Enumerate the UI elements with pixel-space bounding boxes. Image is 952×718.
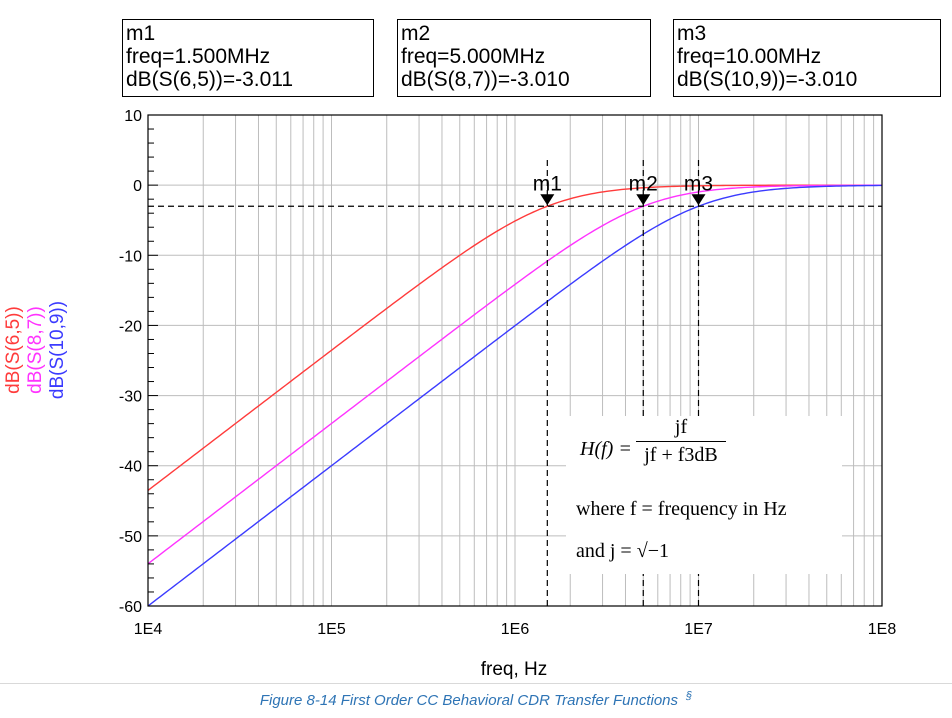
axis-ticks: 10 0 -10 -20 -30 -40 -50 -60 1E4 1E5 1E6 1E7 1E8	[119, 108, 896, 638]
y-axis-series-label: dB(S(6,5))	[3, 306, 24, 394]
x-axis-label: freq, Hz	[481, 659, 548, 680]
series-line	[147, 184, 883, 607]
marker-arrow-icon	[691, 194, 706, 206]
y-tick-label: -20	[119, 318, 142, 335]
figure-caption: Figure 8-14 First Order CC Behavioral CD…	[0, 690, 952, 709]
marker-arrow-icon	[636, 194, 651, 206]
formula-fraction: jf jf + f3dB	[636, 416, 726, 467]
transfer-function-formula: H(f) = jf jf + f3dB where f = frequency …	[566, 416, 842, 574]
y-axis-labels: dB(S(6,5)) dB(S(8,7)) dB(S(10,9))	[3, 301, 68, 399]
y-tick-label: 10	[124, 108, 142, 125]
plot-frame	[147, 114, 883, 607]
marker-readout-m2: m2 freq=5.000MHz dB(S(8,7))=-3.010	[397, 19, 651, 97]
x-tick-label: 1E8	[868, 621, 897, 638]
formula-where: where f = frequency in Hz	[576, 498, 787, 520]
section-link-icon[interactable]: §	[686, 690, 693, 702]
marker-label: m1	[533, 172, 562, 195]
y-tick-label: 0	[133, 178, 142, 195]
marker-label: m2	[629, 172, 658, 195]
y-tick-label: -40	[119, 459, 142, 476]
marker-readout-m1: m1 freq=1.500MHz dB(S(6,5))=-3.011	[122, 19, 374, 97]
x-tick-label: 1E5	[317, 621, 346, 638]
marker-arrow-icon	[540, 194, 555, 206]
y-tick-label: -60	[119, 599, 142, 616]
formula-denominator: jf + f3dB	[644, 444, 718, 466]
marker-value: dB(S(8,7))=-3.010	[401, 68, 570, 91]
x-tick-label: 1E7	[684, 621, 713, 638]
y-axis-series-label: dB(S(8,7))	[25, 306, 46, 394]
caption-text: Figure 8-14 First Order CC Behavioral CD…	[259, 692, 679, 709]
formula-lhs: H(f) =	[580, 438, 632, 460]
marker-label: m3	[684, 172, 713, 195]
formula-numerator: jf	[636, 416, 726, 442]
marker-readout-m3: m3 freq=10.00MHz dB(S(10,9))=-3.010	[673, 19, 941, 97]
x-tick-label: 1E6	[501, 621, 530, 638]
marker-freq: freq=5.000MHz	[401, 45, 546, 68]
series-curves	[147, 184, 883, 607]
marker-freq: freq=10.00MHz	[677, 45, 822, 68]
y-tick-label: -10	[119, 248, 142, 265]
series-line	[147, 184, 882, 565]
marker-name: m2	[401, 22, 431, 45]
marker-name: m3	[677, 22, 707, 45]
x-tick-label: 1E4	[134, 621, 163, 638]
marker-value: dB(S(10,9))=-3.010	[677, 68, 858, 91]
y-tick-label: -30	[119, 389, 142, 406]
caption-divider	[0, 683, 952, 684]
series-line	[147, 184, 882, 491]
marker-freq: freq=1.500MHz	[126, 45, 271, 68]
marker-name: m1	[126, 22, 156, 45]
formula-and: and j = √−1	[576, 540, 669, 562]
y-axis-series-label: dB(S(10,9))	[47, 301, 68, 399]
y-tick-label: -50	[119, 529, 142, 546]
marker-value: dB(S(6,5))=-3.011	[126, 68, 294, 91]
